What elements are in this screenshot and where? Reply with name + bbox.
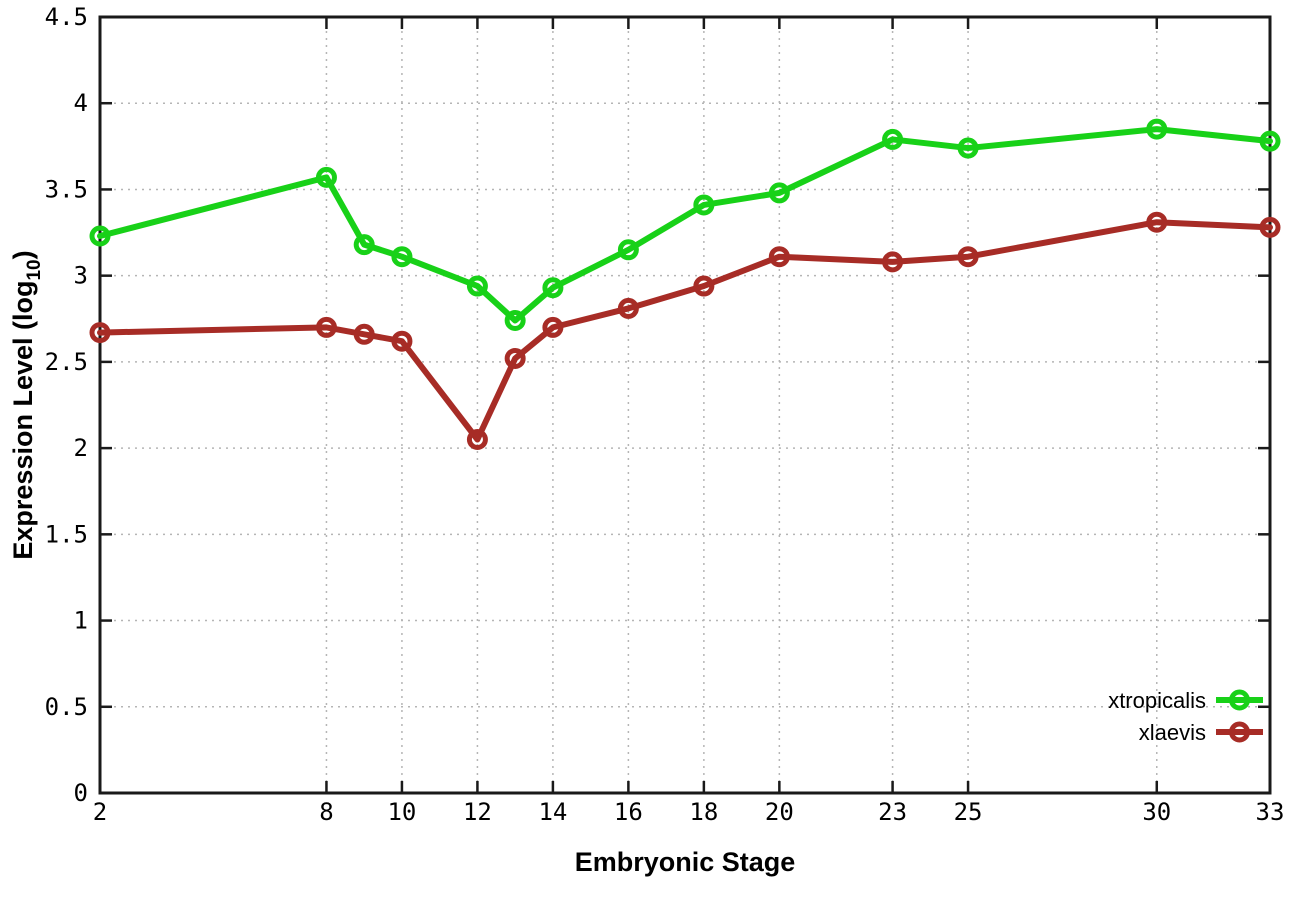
y-tick-label: 4.5 [45,3,88,31]
x-tick-label: 30 [1142,798,1171,826]
x-tick-label: 8 [319,798,333,826]
data-point-xtropicalis-stage-20 [768,182,790,204]
data-point-xlaevis-stage-16 [617,297,639,319]
y-tick-label: 3 [74,262,88,290]
data-point-xtropicalis-stage-9 [353,234,375,256]
y-tick-label: 4 [74,89,88,117]
y-tick-label: 2.5 [45,348,88,376]
x-tick-label: 16 [614,798,643,826]
series-xlaevis [89,211,1281,450]
plot-frame [98,15,1272,795]
data-point-xtropicalis-stage-23 [882,128,904,150]
data-point-xtropicalis-stage-25 [957,137,979,159]
y-tick-label: 2 [74,434,88,462]
data-point-xlaevis-stage-20 [768,246,790,268]
data-point-xlaevis-stage-9 [353,323,375,345]
series-xtropicalis [89,118,1281,332]
x-axis-title: Embryonic Stage [575,847,796,877]
data-point-xtropicalis-stage-33 [1259,130,1281,152]
x-tick-label: 14 [538,798,567,826]
y-axis-title: Expression Level (log10) [8,250,45,559]
y-tick-label: 1 [74,607,88,635]
data-point-xlaevis-stage-18 [693,275,715,297]
x-tick-label: 33 [1256,798,1285,826]
data-point-xlaevis-stage-33 [1259,216,1281,238]
data-point-xlaevis-stage-8 [315,316,337,338]
data-point-xtropicalis-stage-16 [617,239,639,261]
data-point-xtropicalis-stage-12 [466,275,488,297]
data-point-xtropicalis-stage-8 [315,166,337,188]
data-point-xlaevis-stage-10 [391,330,413,352]
data-point-xlaevis-stage-14 [542,316,564,338]
y-tick-label: 0 [74,779,88,807]
data-point-xtropicalis-stage-13 [504,310,526,332]
x-tick-label: 10 [387,798,416,826]
x-tick-label: 2 [93,798,107,826]
x-tick-label: 18 [689,798,718,826]
data-point-xlaevis-stage-25 [957,246,979,268]
legend-sample-marker-xtropicalis [1229,689,1250,711]
x-tick-label: 25 [954,798,983,826]
data-point-xtropicalis-stage-10 [391,246,413,268]
x-tick-label: 20 [765,798,794,826]
tick-layer: 2 8 10 12 14 16 18 20 23 25 30 33 0 0.5 1 1.5 2 2.5 3 3.5 4 4… [45,3,1285,826]
y-tick-label: 1.5 [45,520,88,548]
y-tick-label: 0.5 [45,693,88,721]
data-point-xtropicalis-stage-14 [542,277,564,299]
x-tick-label: 23 [878,798,907,826]
legend-label-xlaevis: xlaevis [1139,720,1206,745]
y-tick-label: 3.5 [45,175,88,203]
data-point-xtropicalis-stage-2 [89,225,111,247]
legend: xtropicalis xlaevis [1108,688,1263,745]
data-point-xtropicalis-stage-18 [693,194,715,216]
plot-border [98,15,1272,795]
data-point-xlaevis-stage-2 [89,322,111,344]
legend-sample-marker-xlaevis [1229,721,1250,743]
data-point-xlaevis-stage-30 [1146,211,1168,233]
data-point-xlaevis-stage-13 [504,347,526,369]
legend-label-xtropicalis: xtropicalis [1108,688,1206,713]
data-point-xlaevis-stage-12 [466,428,488,450]
data-point-xtropicalis-stage-30 [1146,118,1168,140]
x-tick-label: 12 [463,798,492,826]
series-line-xlaevis [97,219,1273,443]
series-layer [89,118,1281,450]
data-point-xlaevis-stage-23 [882,251,904,273]
